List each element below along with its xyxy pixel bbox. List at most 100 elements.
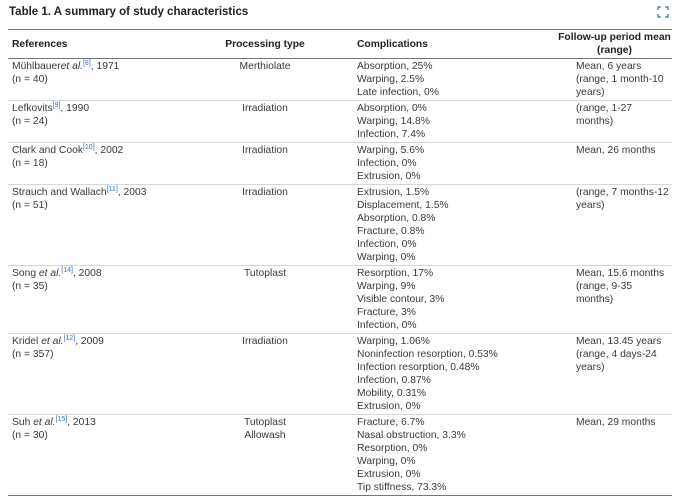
followup-cell: Mean, 13.45 years (range, 4 days-24 years…	[557, 333, 672, 415]
table-title: Table 1. A summary of study characterist…	[9, 6, 249, 18]
page: Table 1. A summary of study characterist…	[8, 5, 672, 496]
header-cell: Follow-up period mean (range)	[557, 29, 672, 59]
table: References Processing type Complications…	[8, 29, 672, 496]
sample-size: (n = 40)	[12, 74, 48, 85]
complication: Extrusion, 0%	[357, 401, 421, 412]
reference: Song et al.[14], 2008	[12, 267, 217, 280]
complication: Fracture, 0.8%	[357, 226, 425, 237]
header-row: References Processing type Complications…	[8, 29, 672, 59]
row: Strauch and Wallach[11], 2003 (n = 51) Irr…	[8, 184, 672, 266]
processing-type: Irradiation	[242, 187, 288, 198]
complications-cell: Warping, 5.6% Infection, 0% Extrusion, 0%	[313, 142, 557, 185]
complication: Warping, 14.8%	[357, 116, 430, 127]
followup: (range, 7 months-12 years)	[576, 187, 669, 211]
reference-cell: Kridel et al.[12], 2009 (n = 357)	[8, 333, 217, 415]
complication: Noninfection resorption, 0.53%	[357, 349, 498, 360]
reference: Mühlbaueret al.[8], 1971	[12, 60, 217, 73]
complication: Warping, 9%	[357, 281, 416, 292]
followup: Mean, 13.45 years	[576, 336, 662, 347]
reference: Kridel et al.[12], 2009	[12, 335, 217, 348]
processing-type: Tutoplast	[244, 417, 286, 428]
sample-size: (n = 51)	[12, 200, 48, 211]
complication: Warping, 2.5%	[357, 74, 425, 85]
processing-cell: Merthiolate	[217, 58, 313, 101]
processing-cell: Irradiation	[217, 333, 313, 415]
followup: Mean, 26 months	[576, 145, 656, 156]
citation: [10]	[82, 144, 95, 151]
sample-size: (n = 35)	[12, 281, 48, 292]
followup: (range, 1-27 months)	[576, 103, 633, 127]
reference-cell: Lefkovits[9], 1990 (n = 24)	[8, 100, 217, 143]
header-cell: Complications	[313, 29, 557, 59]
et-al: et al.	[60, 61, 83, 72]
complications-cell: Fracture, 6.7% Nasal obstruction, 3.3% Res…	[313, 414, 557, 496]
sample-size: (n = 30)	[12, 430, 48, 441]
et-al: et al.	[38, 268, 62, 279]
year: , 1971	[90, 61, 120, 72]
complication: Infection, 0.87%	[357, 375, 431, 386]
header-cell: References	[8, 29, 217, 59]
followup: (range, 4 days-24 years)	[576, 349, 657, 373]
complications-cell: Warping, 1.06% Noninfection resorption, 0…	[313, 333, 557, 415]
reference: Strauch and Wallach[11], 2003	[12, 186, 217, 199]
citation: [14]	[61, 267, 73, 274]
citation: [11]	[106, 186, 118, 193]
complication: Fracture, 3%	[357, 307, 416, 318]
complication: Absorption, 25%	[357, 61, 433, 72]
citation: [9]	[52, 102, 61, 109]
complication: Nasal obstruction, 3.3%	[357, 430, 466, 441]
year: , 2002	[94, 145, 124, 156]
author: Clark and Cook	[12, 145, 83, 156]
year: , 2003	[117, 187, 147, 198]
complication: Late infection, 0%	[357, 87, 439, 98]
complication: Fracture, 6.7%	[357, 417, 425, 428]
year: , 2009	[75, 336, 104, 347]
processing-type: Irradiation	[242, 145, 288, 156]
processing-cell: Irradiation	[217, 142, 313, 185]
complication: Extrusion, 0%	[357, 469, 421, 480]
processing-type: Irradiation	[242, 336, 288, 347]
reference-cell: Suh et al.[15], 2013 (n = 30)	[8, 414, 217, 496]
followup: Mean, 6 years	[576, 61, 642, 72]
reference-cell: Mühlbaueret al.[8], 1971 (n = 40)	[8, 58, 217, 101]
complication: Resorption, 17%	[357, 268, 434, 279]
author: Mühlbauer	[12, 61, 61, 72]
complication: Warping, 1.06%	[357, 336, 430, 347]
author: Kridel	[12, 336, 42, 347]
reference: Suh et al.[15], 2013	[12, 416, 217, 429]
row: Suh et al.[15], 2013 (n = 30) Tutoplast All…	[8, 414, 672, 496]
complications-cell: Absorption, 0% Warping, 14.8% Infection, 7…	[313, 100, 557, 143]
complications-cell: Resorption, 17% Warping, 9% Visible contou…	[313, 265, 557, 334]
complications-cell: Extrusion, 1.5% Displacement, 1.5% Absorpt…	[313, 184, 557, 266]
processing-cell: Tutoplast Allowash	[217, 414, 313, 496]
author: Suh	[12, 417, 34, 428]
author: Strauch and Wallach	[12, 187, 107, 198]
citation: [12]	[63, 335, 76, 342]
year: , 1990	[60, 103, 90, 114]
complication: Visible contour, 3%	[357, 294, 445, 305]
expand-icon[interactable]	[656, 5, 670, 19]
sample-size: (n = 18)	[12, 158, 48, 169]
followup-cell: (range, 1-27 months)	[557, 100, 672, 143]
complication: Mobility, 0.31%	[357, 388, 427, 399]
complication: Infection, 0%	[357, 239, 417, 250]
processing-type: Irradiation	[242, 103, 288, 114]
et-al: et al.	[33, 417, 56, 428]
followup-cell: Mean, 15.6 months (range, 9-35 months)	[557, 265, 672, 334]
processing-type: Tutoplast	[244, 268, 286, 279]
complication: Resorption, 0%	[357, 443, 428, 454]
followup: Mean, 29 months	[576, 417, 656, 428]
row: Song et al.[14], 2008 (n = 35) Tutoplast Re…	[8, 265, 672, 334]
complication: Tip stiffness, 73.3%	[357, 482, 447, 493]
row: Lefkovits[9], 1990 (n = 24) Irradiation Abs…	[8, 100, 672, 143]
header-cell: Processing type	[217, 29, 313, 59]
sample-size: (n = 24)	[12, 116, 48, 127]
complication: Extrusion, 0%	[357, 171, 421, 182]
followup: Mean, 15.6 months	[576, 268, 665, 279]
sample-size: (n = 357)	[12, 349, 54, 360]
complication: Extrusion, 1.5%	[357, 187, 430, 198]
processing-cell: Tutoplast	[217, 265, 313, 334]
complication: Infection, 7.4%	[357, 129, 426, 140]
complication: Warping, 5.6%	[357, 145, 425, 156]
followup: (range, 1 month-10 years)	[576, 74, 664, 98]
